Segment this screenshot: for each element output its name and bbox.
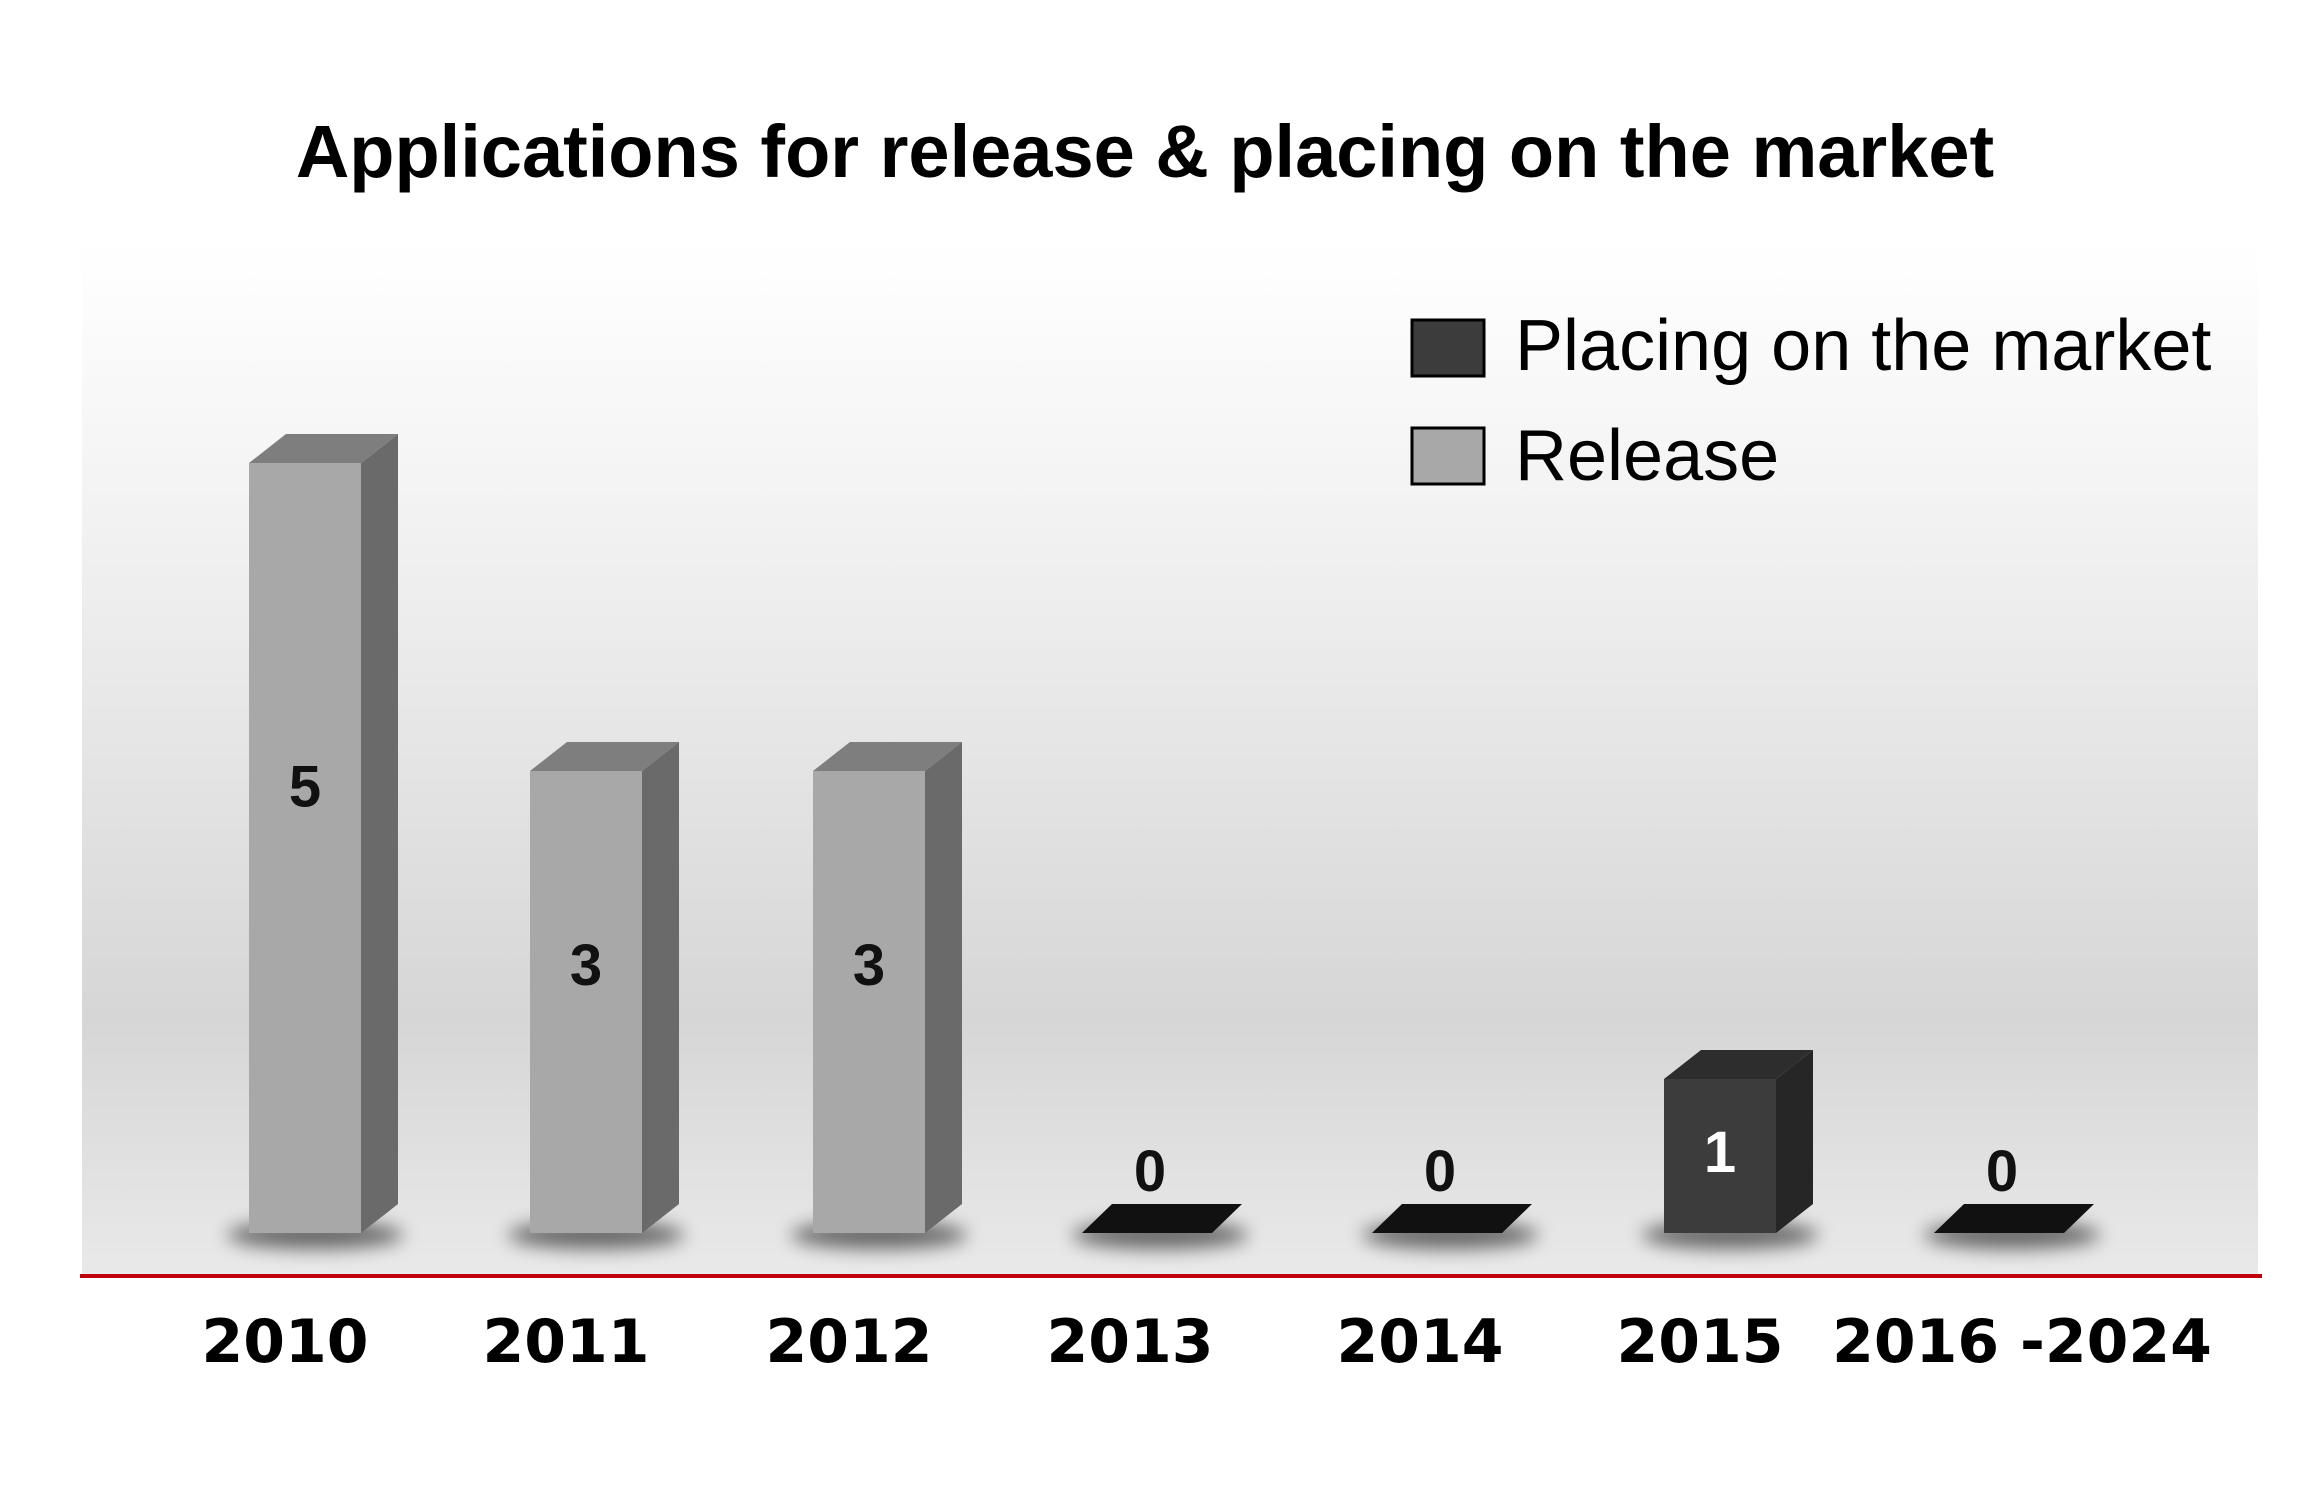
data-label: 3 xyxy=(570,933,602,998)
bar-2014-zero xyxy=(1372,1204,1532,1233)
bar-2015 xyxy=(1664,1079,1776,1233)
bar-2011 xyxy=(530,771,642,1233)
bar-2012 xyxy=(813,771,925,1233)
bar-top xyxy=(249,434,398,463)
chart-title: Applications for release & placing on th… xyxy=(296,110,1994,193)
bar-side xyxy=(361,434,398,1233)
data-label: 0 xyxy=(1424,1139,1456,1204)
plot-background xyxy=(82,242,2258,1276)
bar-top xyxy=(813,742,962,771)
data-label: 0 xyxy=(1134,1139,1166,1204)
bar-side xyxy=(1776,1050,1813,1233)
tick-label: 2015 xyxy=(1617,1307,1784,1377)
bar-2016-2024-zero xyxy=(1934,1204,2094,1233)
bars-layer: 5 3 3 0 0 1 0 xyxy=(227,434,2100,1249)
data-label: 3 xyxy=(853,933,885,998)
legend-label-placing: Placing on the market xyxy=(1515,306,2211,386)
legend: Placing on the market Release xyxy=(1410,306,2211,496)
legend-swatch-release xyxy=(1410,426,1486,486)
tick-label: 2014 xyxy=(1337,1307,1504,1377)
tick-label: 2010 xyxy=(202,1307,369,1377)
bar-2013-zero xyxy=(1082,1204,1242,1233)
bar-side xyxy=(925,742,962,1233)
bar-2010 xyxy=(249,463,361,1233)
legend-swatch-placing xyxy=(1410,318,1486,378)
tick-label: 2013 xyxy=(1047,1307,1214,1377)
tick-label: 2016 -2024 xyxy=(1832,1307,2212,1377)
data-label: 5 xyxy=(289,754,321,819)
bar-side xyxy=(642,742,679,1233)
data-label: 1 xyxy=(1704,1120,1736,1185)
legend-label-release: Release xyxy=(1515,416,1779,496)
tick-label: 2011 xyxy=(483,1307,650,1377)
tick-labels: 2010 2011 2012 2013 2014 2015 2016 -2024 xyxy=(202,1307,2212,1377)
bar-top xyxy=(1664,1050,1813,1079)
tick-label: 2012 xyxy=(766,1307,933,1377)
data-label: 0 xyxy=(1986,1139,2018,1204)
bar-top xyxy=(530,742,679,771)
